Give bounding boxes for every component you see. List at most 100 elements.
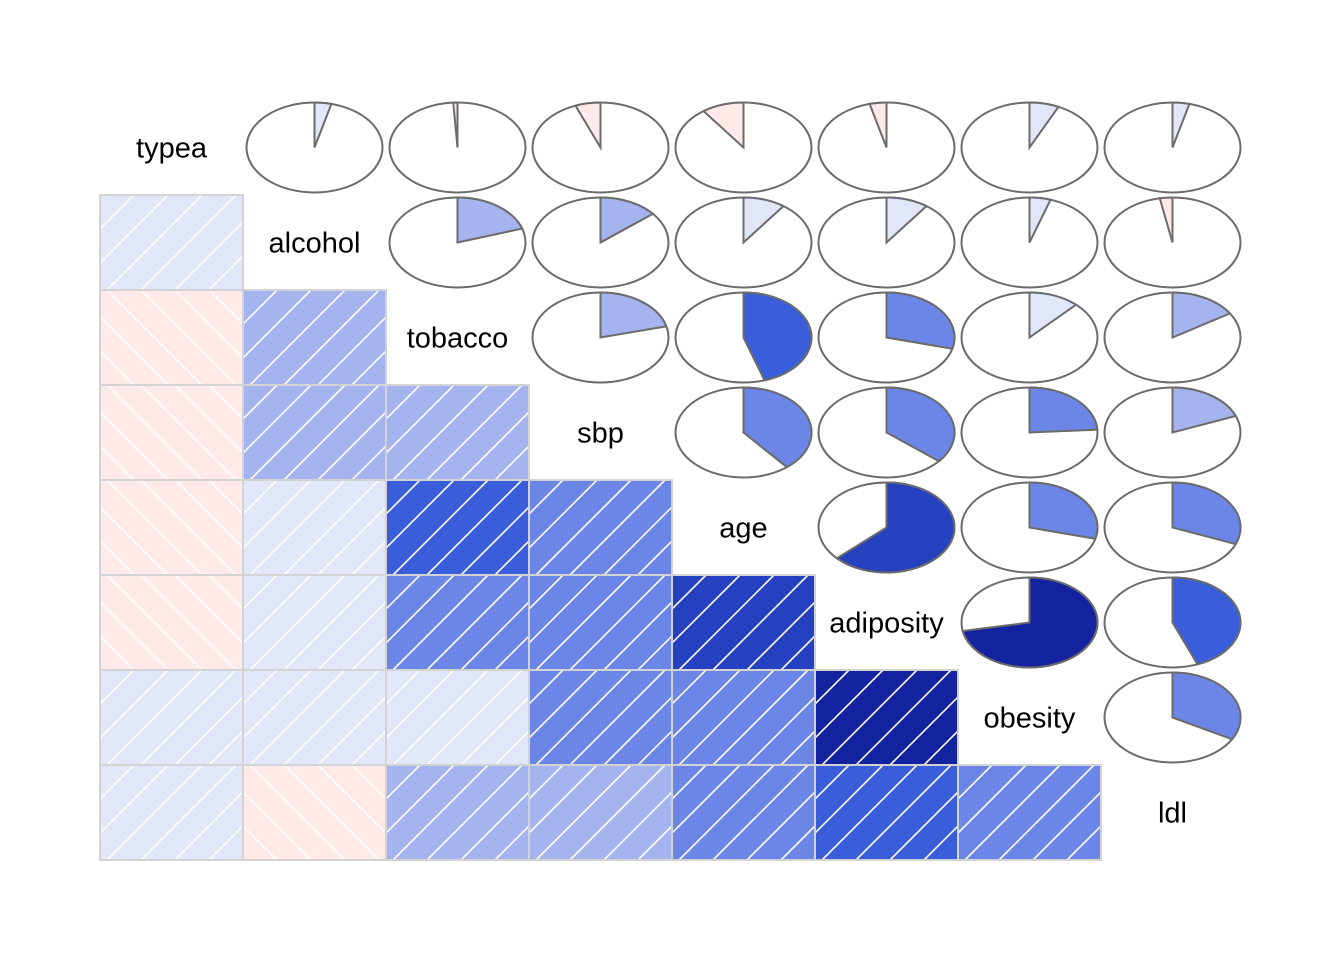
diagonal-labels: typea alcohol tobacco sbp age adiposity obesit… xyxy=(136,133,1187,830)
pie-cell-alcohol-age xyxy=(674,196,813,289)
pie-slice xyxy=(1171,671,1242,741)
pie-slice xyxy=(599,196,655,245)
hatch-lines xyxy=(243,575,386,670)
variable-label-ldl: ldl xyxy=(1158,798,1187,830)
pie-cell-typea-age xyxy=(674,101,813,194)
pie-slice xyxy=(573,101,602,152)
hatch-lines xyxy=(243,480,386,575)
hatch-lines xyxy=(100,385,243,480)
pie-slice xyxy=(835,481,956,574)
shade-cell-alcohol-typea xyxy=(99,194,244,291)
hatch-lines xyxy=(958,765,1101,860)
pie-slice xyxy=(1028,196,1052,243)
pie-slice xyxy=(701,101,745,150)
variable-label-obesity: obesity xyxy=(984,703,1076,735)
variable-label-tobacco: tobacco xyxy=(407,323,509,355)
pie-cell-alcohol-obesity xyxy=(960,196,1099,289)
shade-cell-sbp-tobacco xyxy=(385,384,530,481)
hatch-lines xyxy=(243,670,386,765)
hatch-lines xyxy=(672,670,815,765)
variable-label-typea: typea xyxy=(136,133,208,165)
pie-cell-alcohol-ldl xyxy=(1103,196,1242,289)
pie-slice xyxy=(885,386,956,463)
shade-cell-ldl-age xyxy=(671,764,816,861)
pie-slice xyxy=(1171,101,1191,148)
shade-cell-age-tobacco xyxy=(385,479,530,576)
pie-slice xyxy=(1158,196,1174,243)
pie-slice xyxy=(868,101,888,148)
hatch-lines xyxy=(815,670,958,765)
pie-slice xyxy=(1028,386,1099,434)
shade-cell-adiposity-alcohol xyxy=(242,574,387,671)
shade-cell-ldl-alcohol xyxy=(242,764,387,861)
variable-label-adiposity: adiposity xyxy=(829,608,944,640)
shade-cell-ldl-obesity xyxy=(957,764,1102,861)
shade-cell-tobacco-alcohol xyxy=(242,289,387,386)
hatch-lines xyxy=(100,765,243,860)
shade-cell-obesity-sbp xyxy=(528,669,673,766)
pie-slice xyxy=(1171,576,1242,666)
hatch-lines xyxy=(243,290,386,385)
shade-cell-age-sbp xyxy=(528,479,673,576)
pie-slice xyxy=(1028,481,1099,540)
hatch-lines xyxy=(386,385,529,480)
pie-slice xyxy=(1028,101,1061,151)
hatch-lines xyxy=(243,385,386,480)
lower-shaded-panels xyxy=(99,194,1102,861)
pie-cell-adiposity-obesity xyxy=(960,576,1099,669)
shade-cell-sbp-alcohol xyxy=(242,384,387,481)
pie-slice xyxy=(885,196,929,245)
pie-cell-age-ldl xyxy=(1103,481,1242,574)
hatch-lines xyxy=(386,575,529,670)
pie-cell-typea-obesity xyxy=(960,101,1099,194)
variable-label-alcohol: alcohol xyxy=(269,228,361,260)
pie-slice xyxy=(599,291,668,339)
hatch-lines xyxy=(529,670,672,765)
hatch-lines xyxy=(815,765,958,860)
shade-cell-obesity-adiposity xyxy=(814,669,959,766)
pie-cell-alcohol-tobacco xyxy=(388,196,527,289)
pie-cell-typea-alcohol xyxy=(245,101,384,194)
hatch-lines xyxy=(529,480,672,575)
shade-cell-ldl-sbp xyxy=(528,764,673,861)
pie-cell-age-obesity xyxy=(960,481,1099,574)
hatch-lines xyxy=(672,765,815,860)
hatch-lines xyxy=(672,575,815,670)
pie-slice xyxy=(452,101,459,148)
variable-label-sbp: sbp xyxy=(577,418,624,450)
hatch-lines xyxy=(100,195,243,290)
hatch-lines xyxy=(100,290,243,385)
upper-pie-panels xyxy=(245,101,1242,764)
shade-cell-age-typea xyxy=(99,479,244,576)
pie-cell-adiposity-ldl xyxy=(1103,576,1242,669)
pie-cell-typea-ldl xyxy=(1103,101,1242,194)
pie-cell-sbp-obesity xyxy=(960,386,1099,479)
shade-cell-sbp-typea xyxy=(99,384,244,481)
pie-cell-tobacco-sbp xyxy=(531,291,670,384)
shade-cell-ldl-tobacco xyxy=(385,764,530,861)
pie-cell-tobacco-adiposity xyxy=(817,291,956,384)
pie-cell-tobacco-obesity xyxy=(960,291,1099,384)
shade-cell-adiposity-sbp xyxy=(528,574,673,671)
hatch-lines xyxy=(386,480,529,575)
pie-slice xyxy=(313,101,333,148)
pie-cell-obesity-ldl xyxy=(1103,671,1242,764)
pie-slice xyxy=(1171,291,1232,340)
pie-cell-sbp-age xyxy=(674,386,813,479)
hatch-lines xyxy=(529,765,672,860)
pie-slice xyxy=(1028,291,1078,340)
pie-cell-alcohol-sbp xyxy=(531,196,670,289)
pie-slice xyxy=(1171,481,1242,546)
pie-slice xyxy=(742,196,786,245)
pie-slice xyxy=(742,386,813,469)
pie-cell-typea-tobacco xyxy=(388,101,527,194)
pie-cell-sbp-adiposity xyxy=(817,386,956,479)
pie-cell-typea-sbp xyxy=(531,101,670,194)
pie-cell-typea-adiposity xyxy=(817,101,956,194)
pie-slice xyxy=(961,576,1099,669)
shade-cell-adiposity-age xyxy=(671,574,816,671)
pie-cell-alcohol-adiposity xyxy=(817,196,956,289)
pie-slice xyxy=(742,291,813,382)
shade-cell-ldl-adiposity xyxy=(814,764,959,861)
